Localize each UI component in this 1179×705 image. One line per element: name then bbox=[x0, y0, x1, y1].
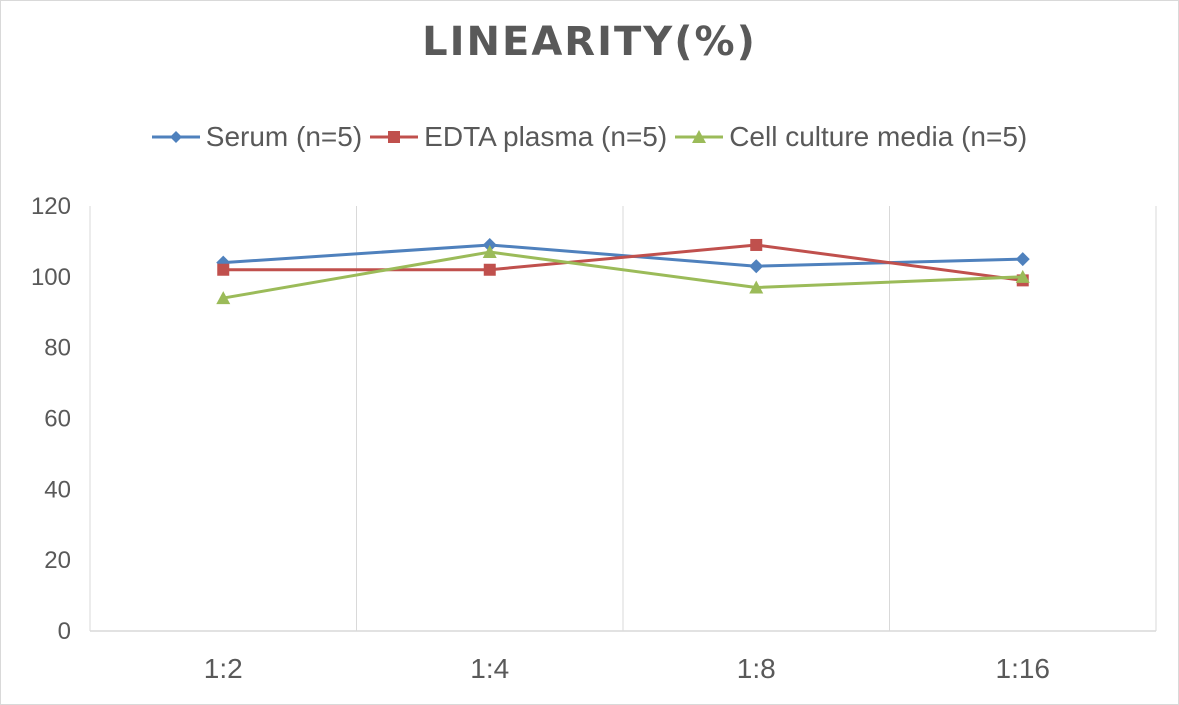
y-tick-label: 0 bbox=[58, 618, 71, 645]
series-1-point bbox=[750, 238, 763, 251]
legend-swatch-cell-culture-media bbox=[675, 130, 724, 143]
series-1-point bbox=[217, 263, 230, 276]
series-2-point bbox=[216, 291, 231, 305]
x-tick-label: 1:2 bbox=[204, 653, 243, 684]
series-0-point bbox=[749, 259, 764, 274]
y-tick-label: 100 bbox=[31, 264, 71, 291]
legend-item-edta-plasma: EDTA plasma (n=5) bbox=[370, 121, 667, 153]
chart-title: LINEARITY(%) bbox=[422, 19, 757, 65]
y-tick-label: 60 bbox=[44, 406, 71, 433]
x-tick-label: 1:8 bbox=[737, 653, 776, 684]
series-1-point bbox=[483, 263, 496, 276]
legend: Serum (n=5) EDTA plasma (n=5) Cell cultu… bbox=[1, 121, 1178, 153]
series-2-point bbox=[1015, 269, 1030, 283]
legend-swatch-edta-plasma bbox=[370, 131, 419, 143]
x-tick-label: 1:16 bbox=[996, 653, 1051, 684]
y-tick-label: 20 bbox=[44, 547, 71, 574]
y-tick-label: 40 bbox=[44, 476, 71, 503]
legend-item-serum: Serum (n=5) bbox=[151, 121, 363, 153]
y-tick-label: 120 bbox=[31, 193, 71, 220]
legend-swatch-serum bbox=[151, 131, 200, 143]
series-line-1 bbox=[223, 243, 1023, 282]
legend-label-serum: Serum (n=5) bbox=[205, 121, 363, 152]
series-line-2 bbox=[222, 250, 1023, 300]
legend-label-edta-plasma: EDTA plasma (n=5) bbox=[424, 121, 668, 152]
legend-label-cell-culture-media: Cell culture media (n=5) bbox=[729, 121, 1028, 152]
series-2-point bbox=[749, 280, 764, 294]
x-tick-label: 1:4 bbox=[470, 653, 509, 684]
series-0-point bbox=[1015, 252, 1030, 267]
y-tick-label: 80 bbox=[44, 335, 71, 362]
series-0-point bbox=[482, 237, 497, 252]
series-2-point bbox=[482, 245, 497, 259]
legend-item-cell-culture-media: Cell culture media (n=5) bbox=[675, 121, 1027, 153]
